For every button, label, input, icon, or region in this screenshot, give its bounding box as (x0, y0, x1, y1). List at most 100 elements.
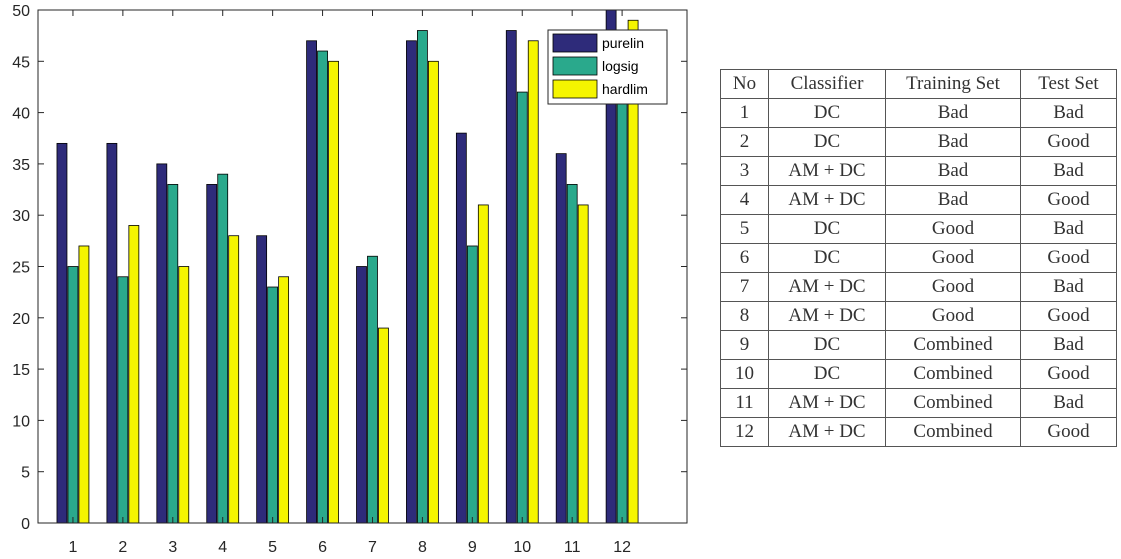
y-tick-label: 45 (12, 54, 30, 71)
table-cell: Good (885, 301, 1021, 331)
bar-hardlim-3 (178, 266, 190, 523)
table-cell: 10 (720, 359, 769, 389)
legend-swatch-purelin (552, 33, 598, 53)
y-tick-label: 35 (12, 157, 30, 174)
table-cell: 12 (720, 417, 769, 447)
bar-hardlim-1 (78, 245, 90, 523)
table-cell: 4 (720, 185, 769, 215)
table-cell: Good (1020, 301, 1117, 331)
table-cell: Bad (885, 98, 1021, 128)
x-tick-label: 9 (468, 539, 477, 556)
table-header-cell: Training Set (885, 69, 1021, 99)
y-tick-label: 15 (12, 362, 30, 379)
bar-purelin-6 (306, 40, 317, 523)
bar-hardlim-6 (328, 60, 339, 523)
table-cell: Bad (885, 127, 1021, 157)
table-header-cell: No (720, 69, 769, 99)
y-tick-label: 30 (12, 208, 30, 225)
bar-logsig-3 (167, 184, 179, 523)
table-cell: Combined (885, 417, 1021, 447)
bar-hardlim-8 (427, 60, 439, 523)
table-cell: AM + DC (768, 185, 886, 215)
table-cell: Bad (1020, 214, 1117, 244)
table-cell: Bad (1020, 98, 1117, 128)
table-row: 5 DC Good Bad (720, 214, 1117, 244)
table-cell: DC (768, 243, 886, 273)
x-tick-label: 12 (613, 539, 631, 556)
table-row: 6 DC Good Good (720, 243, 1117, 273)
table-cell: DC (768, 359, 886, 389)
x-tick-label: 3 (168, 539, 177, 556)
table-row: 4 AM + DC Bad Good (720, 185, 1117, 215)
bar-purelin-8 (406, 40, 417, 523)
bar-logsig-4 (217, 173, 229, 523)
table-cell: 5 (720, 214, 769, 244)
table-cell: Good (1020, 127, 1117, 157)
table-cell: AM + DC (768, 156, 886, 186)
table-cell: Bad (1020, 272, 1117, 302)
x-tick-label: 2 (118, 539, 127, 556)
table-cell: Combined (885, 330, 1021, 360)
x-tick-label: 1 (68, 539, 77, 556)
y-tick-label: 25 (12, 260, 30, 277)
bar-logsig-1 (67, 266, 79, 523)
table-cell: DC (768, 127, 886, 157)
y-tick-label: 50 (12, 3, 30, 20)
table-row: 1 DC Bad Bad (720, 98, 1117, 128)
x-tick-label: 11 (564, 539, 581, 556)
table-row: 12 AM + DC Combined Good (720, 417, 1117, 447)
table-cell: Good (1020, 417, 1117, 447)
table-header-cell: Classifier (768, 69, 886, 99)
classifier-table: No Classifier Training Set Test Set 1 DC Bad B… (720, 69, 1117, 447)
bar-hardlim-4 (228, 235, 240, 523)
table-row: 11 AM + DC Combined Bad (720, 388, 1117, 418)
legend-swatch-hardlim (552, 79, 598, 99)
bar-hardlim-9 (477, 204, 489, 523)
bar-purelin-3 (156, 163, 168, 523)
bar-logsig-11 (566, 184, 578, 523)
table-header-cell: Test Set (1020, 69, 1117, 99)
table-cell: Good (885, 243, 1021, 273)
table-row: 2 DC Bad Good (720, 127, 1117, 157)
table-cell: Bad (1020, 388, 1117, 418)
bar-hardlim-7 (378, 327, 389, 523)
legend-label-hardlim: hardlim (602, 81, 648, 97)
x-tick-label: 8 (418, 539, 427, 556)
table-header-row: No Classifier Training Set Test Set (720, 69, 1117, 99)
table-row: 9 DC Combined Bad (720, 330, 1117, 360)
classifier-table-container: No Classifier Training Set Test Set 1 DC Bad B… (720, 69, 1117, 447)
table-row: 8 AM + DC Good Good (720, 301, 1117, 331)
table-cell: Combined (885, 359, 1021, 389)
table-cell: Good (1020, 359, 1117, 389)
table-cell: 9 (720, 330, 769, 360)
legend-swatch-logsig (552, 56, 598, 76)
bar-purelin-1 (56, 142, 68, 523)
bar-hardlim-11 (577, 204, 589, 523)
table-cell: DC (768, 330, 886, 360)
bar-logsig-7 (367, 255, 378, 523)
x-axis: 1 2 3 4 5 6 7 8 9 10 11 12 (68, 10, 631, 556)
bar-hardlim-10 (527, 40, 539, 523)
bar-logsig-2 (117, 276, 129, 523)
bar-logsig-10 (516, 91, 528, 523)
table-cell: 6 (720, 243, 769, 273)
bar-purelin-12 (605, 10, 617, 523)
bar-hardlim-5 (278, 276, 290, 523)
bar-logsig-9 (466, 245, 478, 523)
bar-purelin-7 (356, 266, 367, 523)
bar-logsig-12 (616, 101, 628, 523)
bar-purelin-4 (206, 184, 218, 523)
bar-purelin-5 (256, 235, 268, 523)
table-cell: 7 (720, 272, 769, 302)
table-cell: Good (1020, 185, 1117, 215)
y-tick-label: 20 (12, 311, 30, 328)
table-cell: Bad (1020, 156, 1117, 186)
x-tick-label: 10 (513, 539, 531, 556)
table-cell: AM + DC (768, 417, 886, 447)
bar-purelin-10 (505, 30, 517, 523)
table-cell: Good (1020, 243, 1117, 273)
legend: purelin logsig hardlim (547, 29, 668, 105)
x-tick-label: 6 (318, 539, 327, 556)
table-cell: AM + DC (768, 301, 886, 331)
